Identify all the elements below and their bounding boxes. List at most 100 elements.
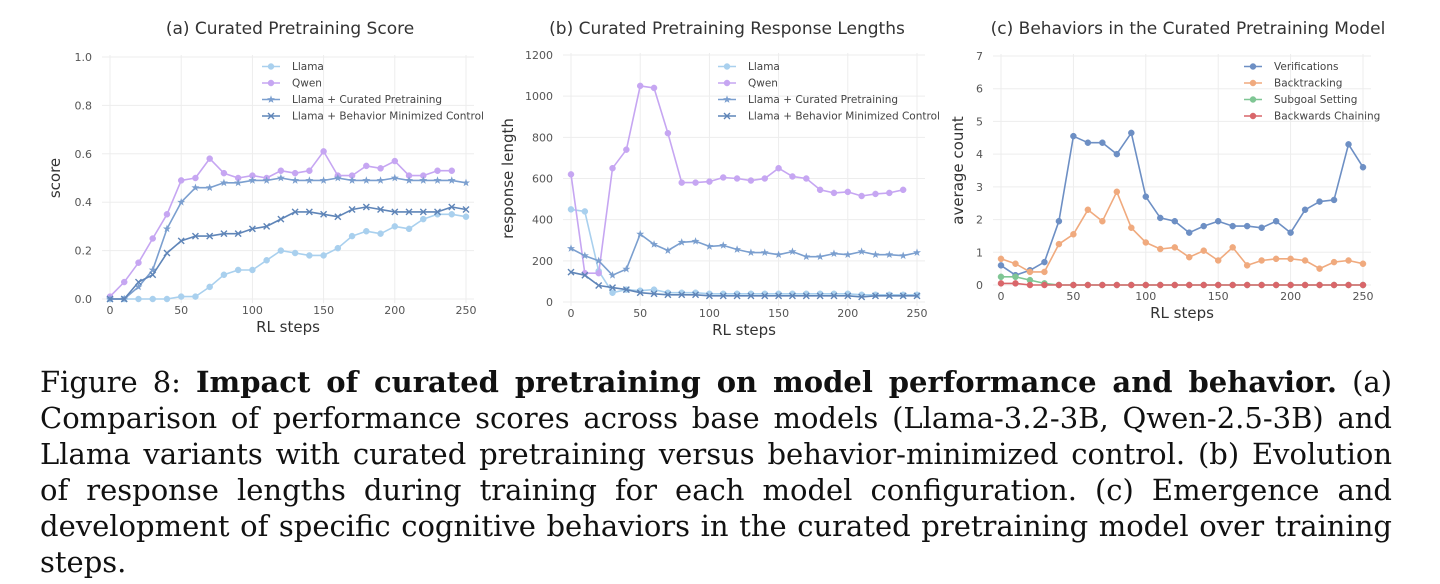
legend-marker xyxy=(267,79,275,87)
data-point xyxy=(135,295,142,303)
x-tick-label: 0 xyxy=(107,304,114,317)
series-qwen xyxy=(106,148,456,300)
data-point xyxy=(857,247,866,255)
x-tick-label: 100 xyxy=(1135,290,1156,303)
series-verifications xyxy=(997,129,1367,279)
data-point xyxy=(1026,281,1034,289)
y-tick-label: 5 xyxy=(976,115,983,128)
data-point xyxy=(377,165,384,172)
data-point xyxy=(872,291,879,299)
data-point xyxy=(362,176,371,184)
data-point xyxy=(120,295,128,303)
data-point xyxy=(636,289,644,297)
data-point xyxy=(1272,281,1280,289)
data-point xyxy=(149,271,157,279)
data-point xyxy=(677,238,686,246)
data-point xyxy=(1128,224,1135,231)
data-point xyxy=(363,227,370,235)
data-point xyxy=(816,252,825,261)
x-tick-label: 100 xyxy=(242,304,263,317)
data-point xyxy=(1128,129,1135,137)
y-tick-label: 600 xyxy=(532,173,553,186)
data-point xyxy=(1359,260,1367,267)
data-point xyxy=(719,174,727,181)
data-point xyxy=(206,155,213,162)
data-point xyxy=(149,295,156,303)
data-point xyxy=(1243,281,1251,289)
data-point xyxy=(899,251,908,260)
data-point xyxy=(1200,247,1207,254)
data-point xyxy=(1272,255,1280,263)
data-point xyxy=(363,162,370,170)
data-point xyxy=(263,257,270,264)
y-tick-label: 6 xyxy=(976,83,983,96)
data-point xyxy=(1214,281,1222,289)
data-point xyxy=(567,171,575,178)
legend-marker xyxy=(1249,96,1257,103)
y-tick-label: 7 xyxy=(976,50,983,63)
data-point xyxy=(291,176,300,184)
data-point xyxy=(448,167,456,174)
y-tick-label: 400 xyxy=(532,214,553,227)
y-tick-label: 0 xyxy=(976,279,983,292)
data-point xyxy=(334,244,342,252)
x-tick-label: 200 xyxy=(1280,290,1301,303)
legend-marker xyxy=(1249,63,1257,70)
series-backtracking xyxy=(997,188,1367,276)
series-line xyxy=(110,177,467,300)
y-tick-label: 0.6 xyxy=(75,148,93,161)
data-point xyxy=(192,293,199,300)
data-point xyxy=(1287,281,1294,289)
series-line xyxy=(570,233,918,276)
series-line xyxy=(110,213,467,300)
data-point xyxy=(1345,281,1352,289)
data-point xyxy=(448,211,456,218)
data-point xyxy=(1157,245,1164,253)
data-point xyxy=(277,167,285,174)
chart-title: (a) Curated Pretraining Score xyxy=(166,19,414,39)
data-point xyxy=(719,241,728,249)
data-point xyxy=(391,157,399,165)
figure-caption: Figure 8: Impact of curated pretraining … xyxy=(40,364,1392,580)
data-point xyxy=(291,249,299,257)
data-point xyxy=(1041,268,1048,276)
data-point xyxy=(1084,139,1092,146)
data-point xyxy=(775,164,782,172)
data-point xyxy=(997,273,1005,281)
data-point xyxy=(567,244,575,252)
data-point xyxy=(1055,217,1063,225)
y-axis-label: average count xyxy=(949,116,967,225)
data-point xyxy=(1113,188,1121,196)
data-point xyxy=(1214,257,1222,264)
legend-marker xyxy=(267,112,275,120)
data-point xyxy=(220,230,228,238)
data-point xyxy=(163,249,171,257)
legend: Llama Qwen Llama + Curated Pretraining Llam… xyxy=(262,61,484,123)
data-point xyxy=(1301,206,1309,214)
data-point xyxy=(333,173,342,182)
data-point xyxy=(1359,163,1367,171)
data-point xyxy=(1243,222,1251,230)
y-tick-label: 3 xyxy=(976,181,983,194)
data-point xyxy=(405,208,413,216)
data-point xyxy=(608,271,617,279)
data-point xyxy=(262,176,271,184)
data-point xyxy=(220,271,228,279)
y-axis-label: score xyxy=(46,158,64,198)
data-point xyxy=(830,189,838,197)
data-point xyxy=(177,198,186,206)
data-point xyxy=(391,208,399,216)
data-point xyxy=(419,208,427,216)
series-llama-curated-pretraining xyxy=(106,173,470,303)
data-point xyxy=(234,266,242,274)
data-point xyxy=(348,232,356,240)
data-point xyxy=(320,148,327,155)
data-point xyxy=(844,188,852,196)
data-point xyxy=(291,208,299,216)
legend-label: Llama xyxy=(292,61,324,73)
data-point xyxy=(816,292,824,300)
series-line xyxy=(1001,282,1363,286)
data-point xyxy=(692,179,699,186)
data-point xyxy=(163,211,171,218)
data-point xyxy=(871,250,880,259)
